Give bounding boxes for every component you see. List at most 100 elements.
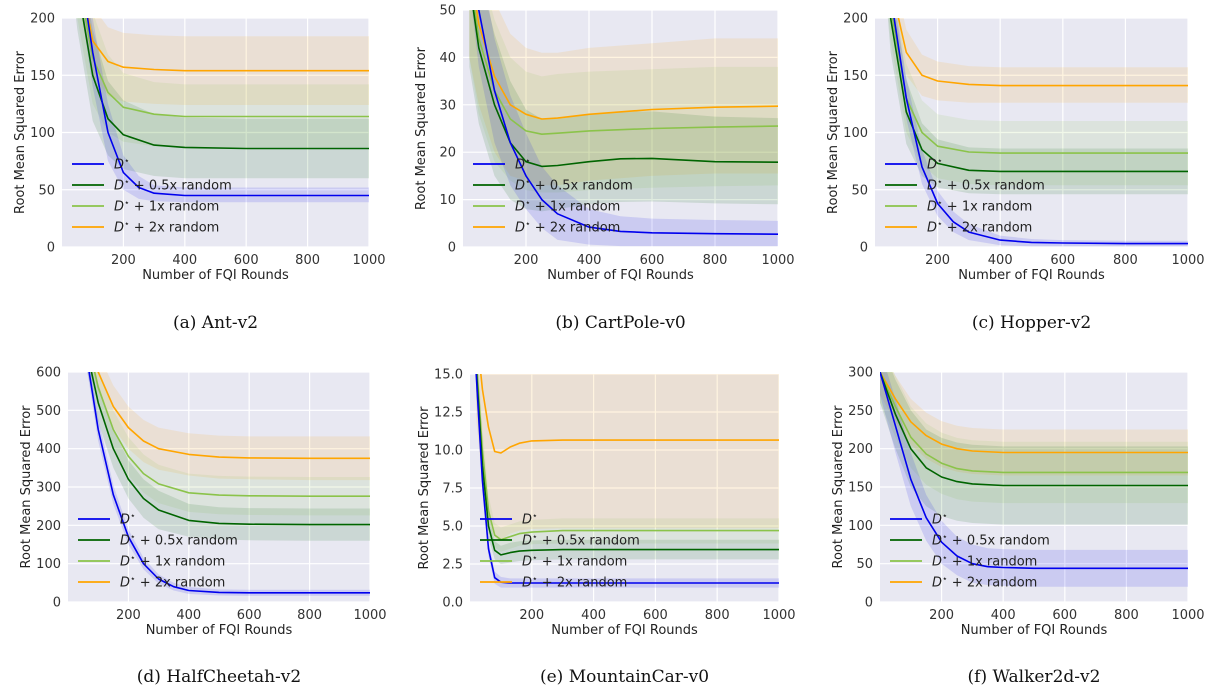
series-line — [82, 18, 369, 150]
y-tick-label: 50 — [439, 4, 456, 19]
legend-label: D⋆ — [522, 512, 538, 528]
y-tick-label: 150 — [848, 481, 873, 496]
x-tick-label: 1000 — [761, 253, 794, 268]
series-line — [891, 18, 1188, 154]
legend-label: D⋆ + 0.5x random — [515, 178, 633, 194]
legend-label: D⋆ + 2x random — [120, 575, 225, 591]
plot-series — [75, 18, 369, 203]
legend-label: D⋆ + 2x random — [114, 220, 219, 236]
x-tick-label: 800 — [705, 608, 730, 623]
chart-panel: 200 400 600 800 1000 0.0 2.5 5.0 7.5 10.0 12.5 15.0… — [417, 368, 796, 687]
series-line — [93, 372, 370, 497]
series-line — [90, 372, 370, 526]
series-line — [86, 18, 369, 197]
y-tick-label: 10 — [439, 193, 456, 208]
legend-label: D⋆ — [114, 157, 130, 173]
y-tick-label: 0 — [47, 241, 55, 256]
y-tick-label: 200 — [36, 519, 61, 534]
series-line — [880, 372, 1188, 454]
x-tick-label: 200 — [925, 253, 950, 268]
plot-series — [87, 372, 370, 596]
x-tick-label: 800 — [1114, 608, 1139, 623]
confidence-band — [472, 10, 778, 247]
legend-label: D⋆ + 2x random — [522, 575, 627, 591]
series-line — [475, 374, 779, 556]
confidence-band — [75, 18, 369, 179]
y-axis-label: Root Mean Squared Error — [414, 46, 429, 210]
legend-label: D⋆ + 1x random — [932, 554, 1037, 570]
y-tick-label: 15.0 — [434, 368, 463, 383]
legend-label: D⋆ + 0.5x random — [522, 533, 640, 549]
subfigure-caption: (b) CartPole-v0 — [555, 313, 685, 333]
confidence-band — [880, 372, 1188, 525]
x-tick-label: 1000 — [352, 253, 385, 268]
series-line — [477, 10, 778, 235]
x-tick-label: 200 — [514, 253, 539, 268]
chart-panel: 200 400 600 800 1000 0 50 100 150 200 Number of FQ… — [13, 12, 386, 334]
confidence-band — [880, 372, 1188, 504]
y-tick-label: 40 — [439, 51, 456, 66]
legend: D⋆ D⋆ + 0.5x random D⋆ + 1x random D⋆ + 2x … — [78, 512, 238, 591]
x-tick-label: 1000 — [1171, 608, 1204, 623]
x-tick-label: 600 — [237, 608, 262, 623]
y-tick-label: 2.5 — [442, 558, 463, 573]
confidence-band — [880, 372, 1188, 587]
confidence-band — [469, 10, 778, 193]
series-line — [475, 374, 779, 584]
series-line — [893, 18, 1188, 245]
x-tick-label: 200 — [519, 608, 544, 623]
legend-label: D⋆ — [927, 157, 943, 173]
x-tick-label: 200 — [116, 608, 141, 623]
legend: D⋆ D⋆ + 0.5x random D⋆ + 1x random D⋆ + 2x … — [473, 157, 633, 236]
y-tick-label: 0 — [865, 596, 873, 611]
legend-label: D⋆ — [515, 157, 531, 173]
confidence-band — [893, 18, 1188, 103]
x-tick-label: 600 — [1050, 253, 1075, 268]
plot-series — [469, 10, 778, 247]
legend: D⋆ D⋆ + 0.5x random D⋆ + 1x random D⋆ + 2x … — [890, 512, 1050, 591]
legend: D⋆ D⋆ + 0.5x random D⋆ + 1x random D⋆ + 2x … — [480, 512, 640, 591]
subfigure-caption: (c) Hopper-v2 — [972, 313, 1091, 333]
x-tick-label: 200 — [929, 608, 954, 623]
subfigure-caption: (f) Walker2d-v2 — [968, 667, 1101, 687]
legend-label: D⋆ + 0.5x random — [120, 533, 238, 549]
legend: D⋆ D⋆ + 0.5x random D⋆ + 1x random D⋆ + 2x … — [885, 157, 1045, 236]
confidence-band — [880, 372, 1188, 476]
series-line — [880, 372, 1188, 487]
x-tick-label: 400 — [988, 253, 1013, 268]
confidence-band — [888, 18, 1188, 186]
x-tick-label: 400 — [176, 608, 201, 623]
legend-label: D⋆ + 1x random — [114, 199, 219, 215]
y-tick-label: 50 — [856, 557, 873, 572]
x-axis-label: Number of FQI Rounds — [961, 623, 1108, 638]
x-tick-label: 400 — [581, 608, 606, 623]
series-line — [475, 10, 778, 120]
plot-area — [463, 10, 778, 247]
x-tick-label: 400 — [991, 608, 1016, 623]
confidence-band — [476, 374, 779, 540]
subfigure-caption: (a) Ant-v2 — [173, 313, 258, 333]
series-line — [87, 18, 369, 72]
confidence-band — [90, 372, 370, 516]
plot-series — [880, 372, 1188, 587]
y-tick-label: 0.0 — [442, 596, 463, 611]
y-tick-label: 100 — [848, 519, 873, 534]
x-tick-label: 800 — [295, 253, 320, 268]
y-axis-label: Root Mean Squared Error — [417, 406, 432, 570]
y-tick-label: 150 — [30, 69, 55, 84]
confidence-band — [81, 18, 369, 105]
x-axis-label: Number of FQI Rounds — [958, 268, 1105, 283]
legend-label: D⋆ + 0.5x random — [932, 533, 1050, 549]
y-tick-label: 0 — [448, 241, 456, 256]
series-line — [897, 18, 1188, 87]
series-line — [480, 374, 779, 454]
x-tick-label: 1000 — [353, 608, 386, 623]
y-tick-label: 50 — [851, 183, 868, 198]
series-line — [476, 374, 779, 541]
y-tick-label: 300 — [848, 366, 873, 381]
y-tick-label: 12.5 — [434, 406, 463, 421]
legend-label: D⋆ + 2x random — [932, 575, 1037, 591]
x-axis-label: Number of FQI Rounds — [146, 623, 293, 638]
y-tick-label: 0 — [860, 241, 868, 256]
